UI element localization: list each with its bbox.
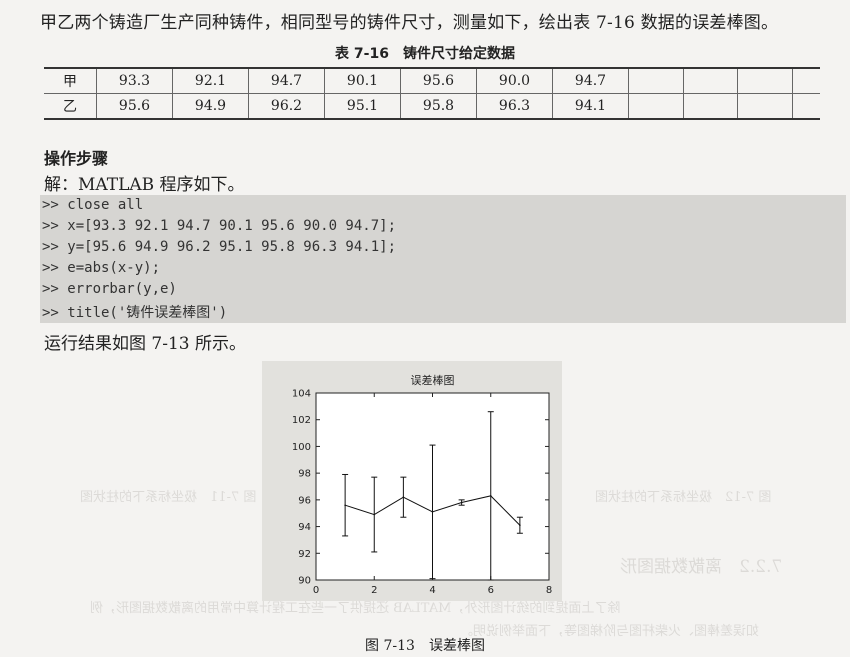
y-tick-label: 100 (292, 442, 311, 453)
table-cell: 94.7 (248, 67, 325, 94)
y-tick-label: 92 (298, 549, 311, 560)
empty-cell (628, 67, 684, 94)
bleed-caption-b: 图 7-12 极坐标系下的柱状图 (595, 490, 772, 505)
y-tick-label: 104 (292, 389, 311, 400)
data-point (431, 511, 434, 513)
table-row: 乙 95.6 94.9 96.2 95.1 95.8 96.3 94.1 (44, 93, 820, 120)
row-label: 乙 (44, 93, 97, 120)
figure-caption: 图 7-13 误差棒图 (365, 638, 485, 654)
table-cell: 95.6 (400, 67, 477, 94)
solution-intro: 解：MATLAB 程序如下。 (44, 175, 245, 195)
data-point (489, 495, 492, 497)
result-text: 运行结果如图 7-13 所示。 (44, 334, 246, 354)
row-label: 甲 (44, 67, 97, 94)
x-tick-label: 6 (488, 585, 494, 596)
empty-cell (628, 93, 684, 120)
empty-cell (737, 67, 793, 94)
table-cell: 96.3 (476, 93, 553, 120)
data-table: 甲 93.3 92.1 94.7 90.1 95.6 90.0 94.7 乙 9… (44, 67, 820, 120)
code-line: >> x=[93.3 92.1 94.7 90.1 95.6 90.0 94.7… (42, 218, 397, 234)
data-point (402, 496, 405, 498)
x-tick-label: 0 (313, 585, 319, 596)
code-line: >> e=abs(x-y); (42, 260, 161, 276)
x-tick-label: 2 (371, 585, 377, 596)
bleed-caption-a: 图 7-11 极坐标系下的柱状图 (80, 490, 257, 505)
table-cell: 92.1 (172, 67, 249, 94)
x-tick-label: 4 (429, 585, 435, 596)
code-block: >> close all >> x=[93.3 92.1 94.7 90.1 9… (40, 195, 846, 323)
table-cell: 90.0 (476, 67, 553, 94)
chart-title: 误差棒图 (411, 373, 455, 387)
empty-cell (792, 67, 820, 94)
table-cell: 94.9 (172, 93, 249, 120)
data-point (344, 504, 346, 506)
table-cell: 93.3 (96, 67, 173, 94)
table-row: 甲 93.3 92.1 94.7 90.1 95.6 90.0 94.7 (44, 67, 820, 94)
intro-paragraph: 甲乙两个铸造厂生产同种铸件，相同型号的铸件尺寸，测量如下，绘出表 7-16 数据… (40, 13, 779, 33)
table-cell: 94.7 (552, 67, 629, 94)
errorbar-chart: 误差棒图 0 2 4 6 8 90 92 94 96 98 100 102 104 (292, 373, 552, 596)
data-point (373, 513, 376, 516)
empty-cell (682, 93, 738, 120)
empty-cell (792, 93, 820, 120)
y-tick-label: 102 (292, 415, 311, 426)
y-tick-label: 98 (298, 469, 311, 480)
empty-cell (682, 67, 738, 94)
table-cell: 95.8 (400, 93, 477, 120)
table-cell: 94.1 (552, 93, 629, 120)
code-line: >> y=[95.6 94.9 96.2 95.1 95.8 96.3 94.1… (42, 239, 397, 255)
y-tick-label: 96 (298, 495, 311, 506)
bleed-heading: 7.2.2 离散数据图形 (620, 557, 783, 577)
code-line: >> close all (42, 197, 144, 213)
data-point (519, 524, 521, 527)
y-tick-label: 90 (298, 576, 311, 587)
steps-heading: 操作步骤 (44, 149, 109, 168)
table-cell: 95.6 (96, 93, 173, 120)
figure-window: 误差棒图 0 2 4 6 8 90 92 94 96 98 100 102 104 (262, 361, 562, 601)
empty-cell (737, 93, 793, 120)
table-cell: 90.1 (324, 67, 401, 94)
table-cell: 95.1 (324, 93, 401, 120)
table-cell: 96.2 (248, 93, 325, 120)
code-line: >> errorbar(y,e) (42, 281, 177, 297)
table-caption: 表 7-16 铸件尺寸给定数据 (335, 46, 515, 62)
data-point (460, 501, 463, 504)
y-tick-label: 94 (298, 522, 311, 533)
code-line: >> title('铸件误差棒图') (42, 305, 228, 321)
x-tick-label: 8 (546, 585, 552, 596)
